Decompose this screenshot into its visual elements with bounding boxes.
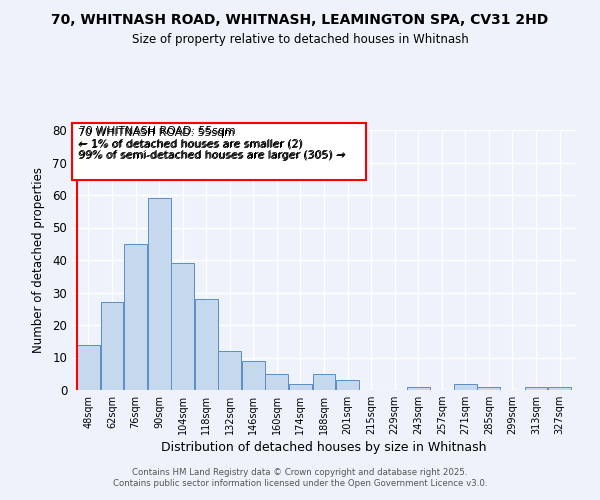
Bar xyxy=(242,361,265,390)
Y-axis label: Number of detached properties: Number of detached properties xyxy=(32,167,46,353)
Text: 70 WHITNASH ROAD: 55sqm
← 1% of detached houses are smaller (2)
99% of semi-deta: 70 WHITNASH ROAD: 55sqm ← 1% of detached… xyxy=(78,128,345,160)
Bar xyxy=(548,387,571,390)
Text: 70, WHITNASH ROAD, WHITNASH, LEAMINGTON SPA, CV31 2HD: 70, WHITNASH ROAD, WHITNASH, LEAMINGTON … xyxy=(52,12,548,26)
Bar xyxy=(336,380,359,390)
Bar xyxy=(101,302,124,390)
Bar xyxy=(265,374,289,390)
Bar xyxy=(313,374,335,390)
Bar xyxy=(124,244,147,390)
Bar xyxy=(148,198,170,390)
Bar xyxy=(171,263,194,390)
Bar xyxy=(454,384,477,390)
X-axis label: Distribution of detached houses by size in Whitnash: Distribution of detached houses by size … xyxy=(161,442,487,454)
Bar xyxy=(289,384,312,390)
Text: 70 WHITNASH ROAD: 55sqm
← 1% of detached houses are smaller (2)
99% of semi-deta: 70 WHITNASH ROAD: 55sqm ← 1% of detached… xyxy=(79,126,346,160)
Bar xyxy=(77,344,100,390)
Bar xyxy=(524,387,547,390)
Bar xyxy=(195,299,218,390)
Text: Size of property relative to detached houses in Whitnash: Size of property relative to detached ho… xyxy=(131,32,469,46)
Bar xyxy=(478,387,500,390)
Bar xyxy=(218,351,241,390)
Text: Contains HM Land Registry data © Crown copyright and database right 2025.
Contai: Contains HM Land Registry data © Crown c… xyxy=(113,468,487,487)
Bar xyxy=(407,387,430,390)
